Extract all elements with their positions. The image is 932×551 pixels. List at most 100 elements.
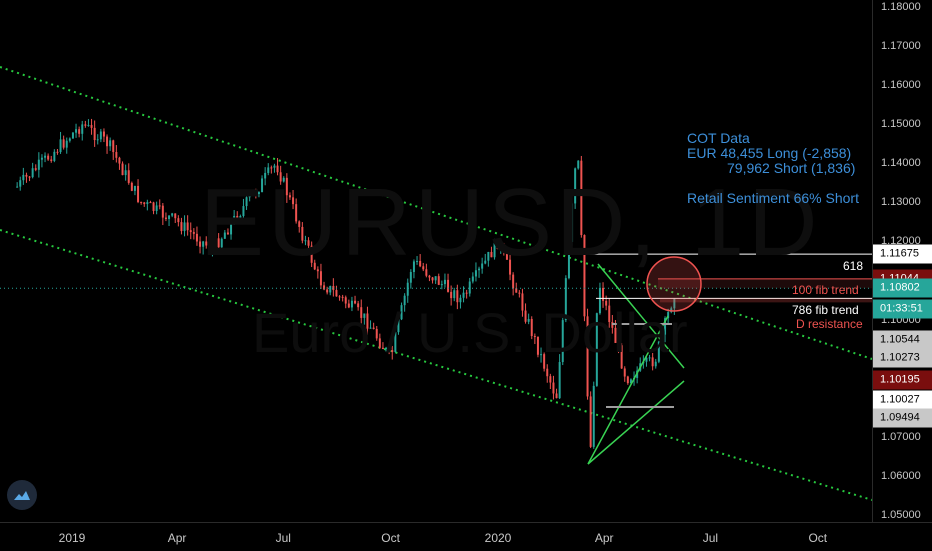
candle-body — [338, 296, 341, 298]
candle-body — [406, 282, 409, 296]
candle-body — [273, 165, 276, 168]
price-badge: 1.10802 — [873, 278, 932, 298]
time-tick-label: Oct — [808, 531, 828, 545]
price-tick-label: 1.18000 — [881, 1, 921, 13]
candle-body — [471, 276, 474, 282]
candle-body — [149, 202, 152, 204]
candle-body — [626, 376, 629, 384]
candle-body — [552, 382, 555, 394]
candle-body — [645, 357, 648, 362]
candle-body — [146, 202, 149, 205]
candle-body — [59, 139, 62, 153]
candle-body — [230, 222, 233, 235]
candle-body — [388, 347, 391, 351]
candle-body — [419, 260, 422, 267]
candle-body — [505, 251, 508, 260]
candle-body — [37, 159, 40, 170]
candle-body — [186, 222, 189, 231]
candle-body — [115, 152, 118, 158]
price-tick-label: 1.16000 — [881, 79, 921, 92]
candle-body — [295, 204, 298, 222]
candle-body — [589, 396, 592, 447]
candle-body — [502, 244, 505, 252]
candle-body — [651, 357, 654, 367]
triangle-upper-line — [597, 263, 685, 369]
candle-body — [605, 300, 608, 306]
candle-body — [279, 172, 282, 182]
cot-eur-long: EUR 48,455 Long (-2,858) — [687, 145, 852, 161]
candle-body — [245, 197, 248, 207]
candle-body — [68, 138, 71, 141]
candle-body — [71, 132, 74, 139]
candle-body — [530, 319, 533, 337]
price-badge: 1.09494 — [873, 408, 932, 428]
candle-body — [521, 293, 524, 311]
candle-body — [118, 157, 121, 164]
candle-body — [354, 300, 357, 304]
time-tick-label: Oct — [381, 531, 400, 545]
candle-body — [217, 238, 220, 248]
candle-body — [307, 240, 310, 246]
candle-body — [664, 318, 667, 335]
cot-annotation[interactable]: COT Data EUR 48,455 Long (-2,858) 79,962… — [687, 131, 859, 206]
candle-body — [75, 129, 78, 133]
price-axis[interactable]: 1.050001.060001.070001.080001.090001.100… — [872, 0, 932, 522]
candle-body — [468, 281, 471, 294]
resistance-zone — [660, 298, 872, 303]
candle-body — [220, 238, 223, 248]
candle-body — [205, 241, 208, 246]
candle-body — [50, 159, 53, 161]
candle-body — [673, 298, 676, 309]
candle-body — [62, 139, 65, 148]
candle-body — [490, 251, 493, 258]
candle-body — [496, 240, 499, 250]
candle-body — [595, 313, 598, 386]
candle-body — [137, 185, 140, 202]
candle-body — [257, 192, 260, 195]
candle-body — [549, 376, 552, 383]
candle-body — [434, 276, 437, 281]
candle-body — [623, 368, 626, 377]
candle-body — [515, 288, 518, 293]
candle-body — [242, 206, 245, 217]
candle-body — [428, 275, 431, 278]
candle-body — [484, 260, 487, 264]
time-tick-label: 2020 — [484, 531, 512, 545]
candle-body — [319, 271, 322, 286]
candle-body — [31, 168, 34, 178]
tradingview-cloud-icon[interactable] — [7, 480, 37, 510]
candle-body — [288, 195, 291, 198]
symbol-watermark: EURUSD, 1D — [200, 169, 822, 276]
candle-body — [326, 289, 329, 293]
candle-body — [22, 174, 25, 181]
candle-body — [183, 222, 186, 232]
candle-body — [65, 140, 68, 148]
candle-body — [202, 241, 205, 247]
price-tick-label: 1.15000 — [881, 118, 921, 131]
candle-body — [447, 279, 450, 292]
candle-body — [533, 336, 536, 338]
candle-body — [195, 233, 198, 242]
candle-body — [602, 287, 605, 301]
candle-body — [276, 165, 279, 173]
candle-body — [264, 172, 267, 179]
candle-body — [474, 270, 477, 277]
candle-body — [171, 213, 174, 216]
candle-body — [416, 260, 419, 262]
candle-body — [323, 285, 326, 290]
price-tick-label: 1.07000 — [881, 430, 921, 443]
candle-body — [16, 186, 19, 188]
triangle-left-line — [587, 315, 669, 465]
candle-body — [357, 303, 360, 308]
candle-body — [233, 215, 236, 223]
time-tick-label: Jul — [275, 531, 291, 545]
price-tick-label: 1.12000 — [881, 235, 921, 248]
candle-body — [121, 163, 124, 176]
price-badge: 1.11675 — [873, 244, 932, 264]
candle-body — [394, 332, 397, 353]
candle-body — [90, 125, 93, 128]
candle-body — [577, 160, 580, 169]
candle-body — [174, 213, 177, 219]
time-axis[interactable]: 2019 Apr Jul Oct 2020 Apr Jul Oct — [0, 522, 932, 551]
